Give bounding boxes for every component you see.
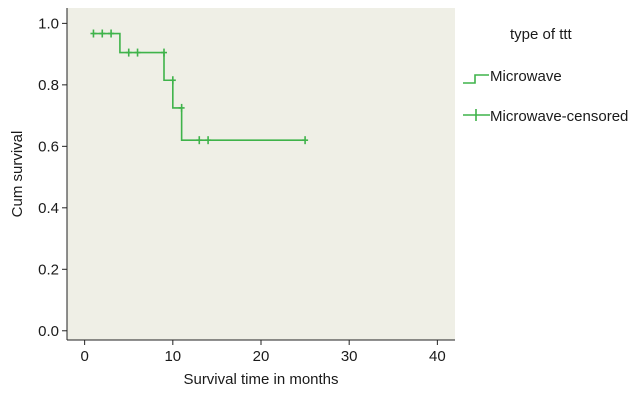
censored-marker — [125, 48, 132, 57]
y-axis-title: Cum survival — [9, 131, 26, 218]
legend-entry-microwave-censored: Microwave-censored — [490, 108, 628, 125]
censored-marker — [134, 48, 141, 57]
censored-marker — [169, 76, 176, 85]
y-tick-label: 0.8 — [38, 77, 59, 94]
x-tick-label: 40 — [429, 348, 446, 365]
y-tick-label: 0.0 — [38, 323, 59, 340]
censored-marker — [108, 29, 115, 38]
legend-entry-microwave: Microwave — [490, 68, 562, 85]
x-axis-title: Survival time in months — [183, 371, 338, 388]
legend-step-line-icon — [463, 74, 489, 84]
x-tick-label: 10 — [164, 348, 181, 365]
y-tick-label: 0.6 — [38, 138, 59, 155]
censored-marker — [99, 29, 106, 38]
censored-marker — [196, 136, 203, 145]
survival-step-line — [93, 32, 306, 141]
censored-marker — [302, 136, 309, 145]
censored-marker — [90, 29, 97, 38]
y-tick-label: 1.0 — [38, 15, 59, 32]
x-tick-label: 30 — [341, 348, 358, 365]
x-tick-label: 20 — [253, 348, 270, 365]
y-tick-label: 0.2 — [38, 261, 59, 278]
censored-marker — [205, 136, 212, 145]
censored-markers — [90, 29, 309, 145]
x-axis-ticks: 0 10 20 30 40 — [80, 340, 446, 365]
y-axis-ticks: 0.0 0.2 0.4 0.6 0.8 1.0 — [38, 15, 67, 340]
censored-marker — [178, 103, 185, 112]
legend-title: type of ttt — [510, 26, 573, 43]
x-tick-label: 0 — [80, 348, 88, 365]
censored-marker — [161, 48, 167, 57]
legend: type of ttt Microwave Microwave-censored — [463, 26, 628, 125]
plot-area — [67, 8, 455, 340]
y-tick-label: 0.4 — [38, 200, 59, 217]
